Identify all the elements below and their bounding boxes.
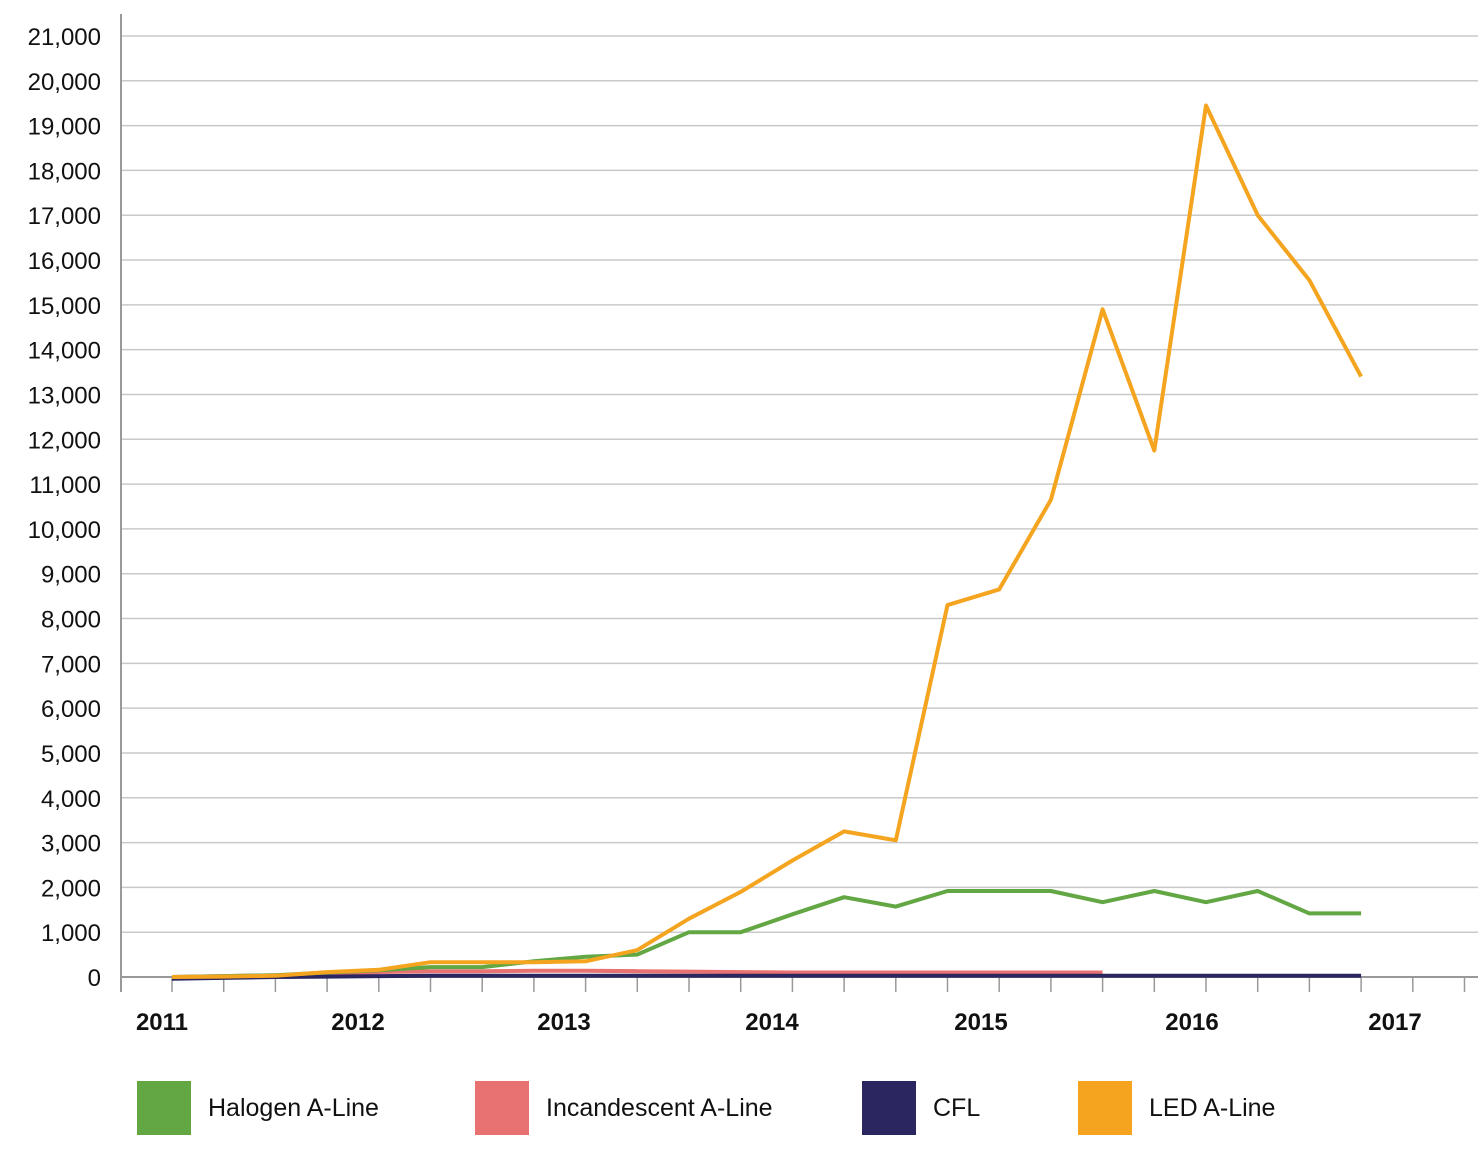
legend: Halogen A-Line Incandescent A-Line CFL LED …	[0, 1080, 1480, 1136]
line-chart: 0 1,000 2,000 3,000 4,000 5,000 6,000 7,000 8,00…	[28, 14, 1478, 1036]
series-line-cfl	[171, 973, 1362, 981]
y-tick-label: 4,000	[41, 786, 101, 813]
legend-swatch	[862, 1081, 916, 1135]
y-tick-label: 2,000	[41, 875, 101, 902]
y-tick-label: 14,000	[28, 338, 101, 365]
legend-label: Incandescent A-Line	[546, 1093, 773, 1122]
legend-item: LED A-Line	[1078, 1080, 1275, 1136]
y-tick-label: 5,000	[41, 741, 101, 768]
y-tick-label: 8,000	[41, 607, 101, 634]
y-tick-label: 11,000	[29, 472, 101, 499]
y-tick-label: 6,000	[41, 696, 101, 723]
y-tick-label: 0	[88, 965, 101, 992]
x-tick-label: 2015	[954, 1009, 1007, 1036]
y-tick-label: 12,000	[28, 427, 101, 454]
series-lines	[171, 103, 1363, 981]
x-tick-label: 2011	[136, 1009, 188, 1036]
legend-label: Halogen A-Line	[208, 1093, 379, 1122]
y-tick-label: 17,000	[28, 203, 101, 230]
y-tick-label: 10,000	[28, 517, 101, 544]
y-tick-label: 19,000	[28, 114, 101, 141]
series-line-led-a-line	[171, 103, 1363, 979]
legend-swatch	[1078, 1081, 1132, 1135]
legend-item: Incandescent A-Line	[475, 1080, 773, 1136]
legend-item: CFL	[862, 1080, 980, 1136]
y-tick-label: 16,000	[28, 248, 101, 275]
x-tick-label: 2013	[537, 1009, 590, 1036]
y-axis-tick-labels: 0 1,000 2,000 3,000 4,000 5,000 6,000 7,000 8,00…	[28, 24, 101, 992]
y-tick-label: 15,000	[28, 293, 101, 320]
y-tick-label: 1,000	[41, 920, 101, 947]
grid-lines	[121, 35, 1478, 933]
axes	[120, 14, 1478, 992]
y-tick-label: 9,000	[41, 562, 101, 589]
legend-label: CFL	[933, 1093, 981, 1122]
legend-label: LED A-Line	[1149, 1093, 1276, 1122]
y-tick-label: 21,000	[28, 24, 101, 51]
x-tick-label: 2017	[1368, 1009, 1421, 1036]
y-tick-label: 20,000	[28, 69, 101, 96]
x-tick-label: 2016	[1165, 1009, 1218, 1036]
x-tick-label: 2014	[745, 1009, 799, 1036]
y-tick-label: 3,000	[41, 831, 101, 858]
legend-swatch	[137, 1081, 191, 1135]
y-tick-label: 7,000	[41, 651, 101, 678]
series-line-halogen-a-line	[171, 889, 1362, 979]
legend-swatch	[475, 1081, 529, 1135]
y-tick-label: 13,000	[28, 382, 101, 409]
x-tick-label: 2012	[331, 1009, 384, 1036]
x-axis-ticks: 2011 2012 2013 2014 2015 2016 2017	[136, 977, 1466, 1036]
y-tick-label: 18,000	[28, 158, 101, 185]
legend-item: Halogen A-Line	[137, 1080, 379, 1136]
